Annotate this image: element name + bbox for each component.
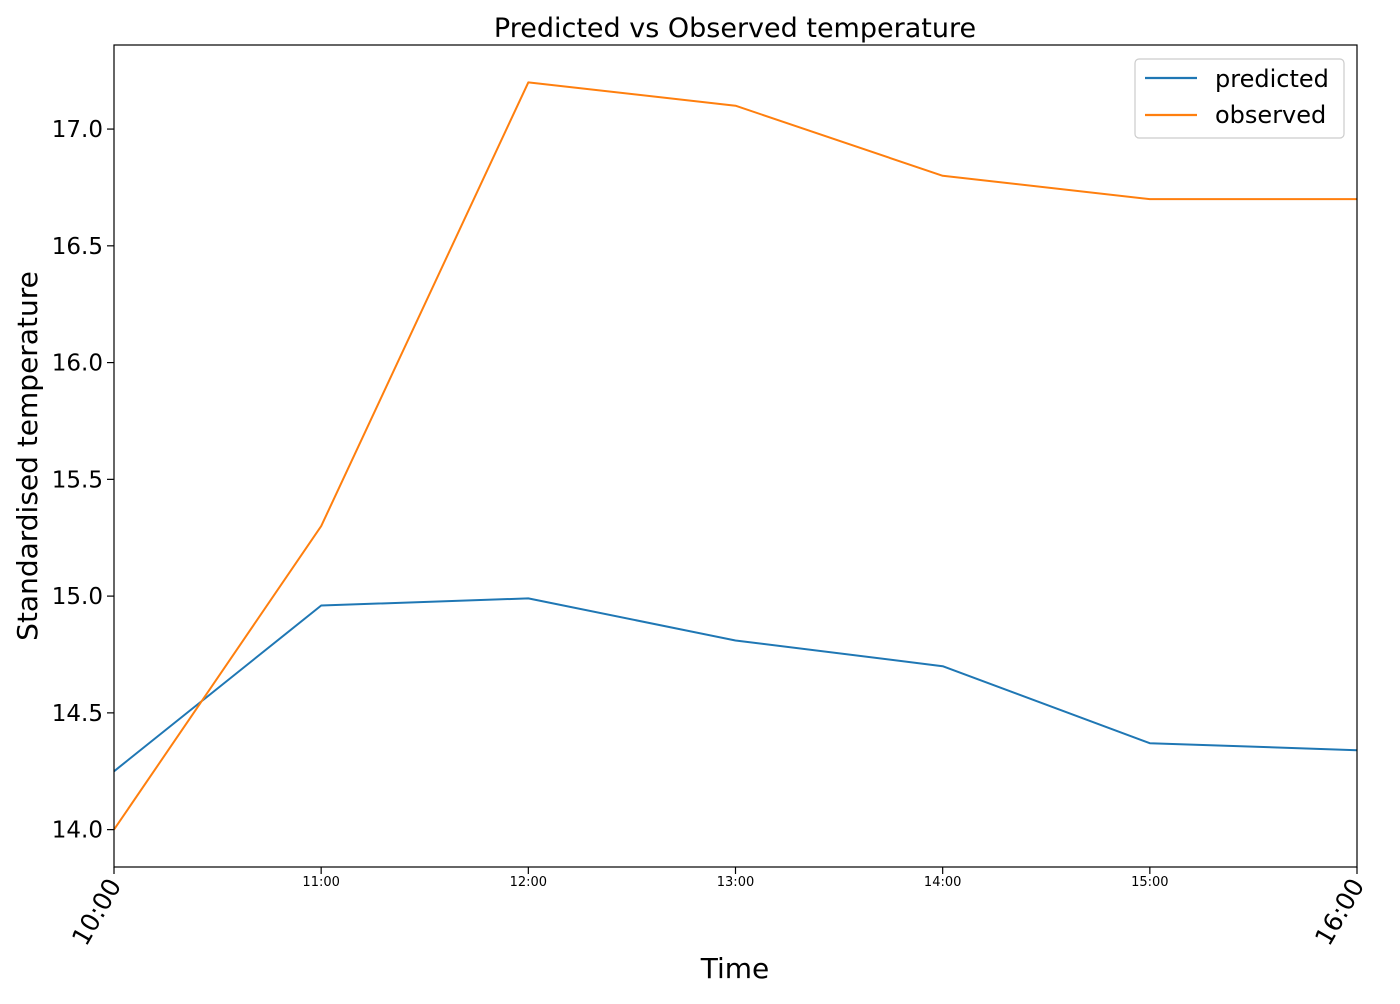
x-axis-label: Time [700, 952, 770, 985]
y-tick-label: 15.0 [52, 584, 103, 610]
series-line-predicted [113, 597, 1358, 773]
x-tick-label: 13:00 [717, 875, 754, 890]
y-tick-label: 14.0 [52, 818, 103, 844]
x-tick-label: 12:00 [510, 875, 547, 890]
series-layer [113, 81, 1358, 831]
y-tick-label: 16.0 [52, 351, 103, 377]
y-axis-ticks: 14.0 14.5 15.0 15.5 16.0 16.5 17.0 [52, 117, 114, 844]
plot-area-frame [113, 44, 1358, 868]
series-line-observed [113, 81, 1357, 831]
legend: predicted observed [1134, 58, 1345, 139]
legend-label-predicted: predicted [1215, 65, 1329, 93]
x-tick-label: 15:00 [1131, 875, 1168, 890]
y-tick-label: 17.0 [52, 117, 103, 143]
chart-title: Predicted vs Observed temperature [494, 13, 976, 44]
x-tick-label: 14:00 [924, 875, 961, 890]
y-tick-label: 15.5 [52, 467, 103, 493]
x-tick-label: 11:00 [302, 875, 339, 890]
y-axis-label: Standardised temperature [11, 271, 44, 641]
y-tick-label: 14.5 [52, 701, 103, 727]
legend-label-observed: observed [1215, 101, 1326, 129]
y-tick-label: 16.5 [52, 234, 103, 260]
